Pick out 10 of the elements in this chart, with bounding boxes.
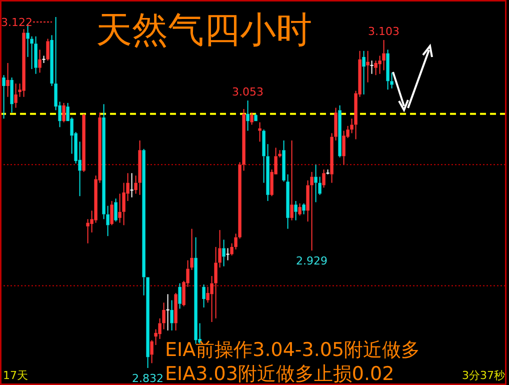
annotation: 2.929 bbox=[296, 254, 328, 268]
text: 3分37秒 bbox=[462, 369, 505, 382]
annotation: 3.053 bbox=[232, 86, 264, 99]
annotation: EIA3.03附近做多止损0.02 bbox=[165, 363, 394, 385]
chart-title: 天然气四小时 bbox=[96, 10, 312, 51]
annotation: EIA前操作3.04-3.05附近做多 bbox=[165, 339, 420, 361]
annotation: 2.832 bbox=[132, 372, 164, 385]
annotation: 3.122 bbox=[1, 16, 32, 29]
annotation: 3.103 bbox=[368, 24, 400, 38]
text: 17天 bbox=[3, 369, 28, 382]
